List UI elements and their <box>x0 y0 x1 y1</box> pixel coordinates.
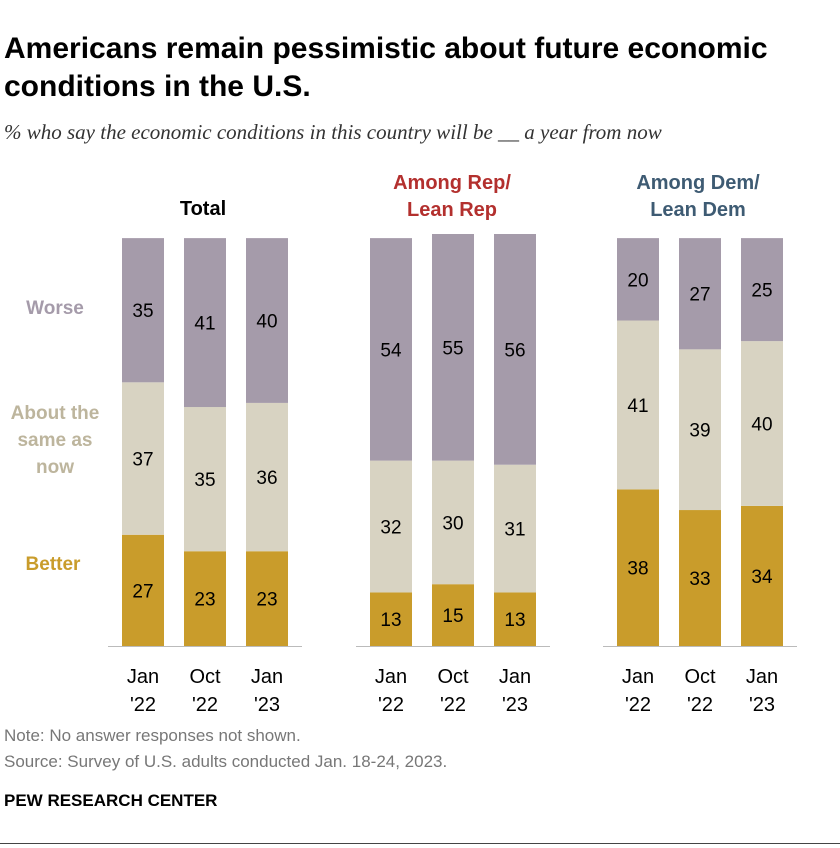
bar-same-g1-c2 <box>494 464 536 593</box>
bar-same-g0-c0 <box>122 382 164 535</box>
data-label-better-g2-c1: 33 <box>689 569 710 590</box>
bar-same-g0-c1 <box>184 407 226 552</box>
bar-worse-g2-c0 <box>617 238 659 321</box>
data-label-better-g2-c2: 34 <box>751 567 773 588</box>
x-tick-label-g1-c2-line1: Jan <box>499 666 531 688</box>
bar-better-g1-c2 <box>494 592 536 646</box>
x-tick-label-g2-c0-line2: '22 <box>625 694 651 716</box>
group-title-rep-line1: Among Rep/ <box>393 172 511 194</box>
x-tick-label-g0-c2-line2: '23 <box>254 694 280 716</box>
x-tick-label-g2-c2-line1: Jan <box>746 666 778 688</box>
series-label-same-line3: now <box>36 457 74 478</box>
data-label-better-g1-c0: 13 <box>380 610 401 631</box>
group-title-dem: Among Dem/ Lean Dem <box>598 170 798 224</box>
x-tick-label-g0-c0-line1: Jan <box>127 666 159 688</box>
pew-logo-text: PEW RESEARCH CENTER <box>4 791 218 810</box>
x-tick-label-g2-c0-line1: Jan <box>622 666 654 688</box>
bar-worse-g1-c1 <box>432 234 474 461</box>
data-label-worse-g2-c2: 25 <box>751 281 772 302</box>
bar-same-g1-c0 <box>370 460 412 593</box>
source-text: Source: Survey of U.S. adults conducted … <box>4 752 448 771</box>
chart-subtitle: % who say the economic conditions in thi… <box>4 120 662 144</box>
x-tick-label-g0-c1-line2: '22 <box>192 694 218 716</box>
x-tick-label-g1-c2-line2: '23 <box>502 694 528 716</box>
bar-same-g2-c1 <box>679 349 721 511</box>
data-label-better-g1-c2: 13 <box>504 610 525 631</box>
data-label-same-g0-c0: 37 <box>132 450 153 471</box>
bar-same-g2-c0 <box>617 320 659 490</box>
x-tick-label-g1-c0-line2: '22 <box>378 694 404 716</box>
bar-better-g2-c2 <box>741 505 783 646</box>
x-tick-label-g1-c1-line1: Oct <box>437 666 469 688</box>
bar-worse-g2-c1 <box>679 238 721 350</box>
data-label-same-g1-c0: 32 <box>380 518 401 539</box>
x-tick-label-g0-c2-line1: Jan <box>251 666 283 688</box>
bottom-rule <box>0 843 840 844</box>
data-label-better-g1-c1: 15 <box>442 606 463 627</box>
data-label-same-g2-c2: 40 <box>751 415 772 436</box>
data-label-better-g2-c0: 38 <box>627 559 648 580</box>
data-label-same-g2-c1: 39 <box>689 421 710 442</box>
series-label-worse: Worse <box>26 298 84 319</box>
bar-worse-g2-c2 <box>741 238 783 342</box>
group-title-total-line1: Total <box>179 198 227 220</box>
data-label-worse-g2-c0: 20 <box>627 270 648 291</box>
bar-same-g2-c2 <box>741 341 783 506</box>
series-label-better: Better <box>25 554 81 575</box>
data-label-same-g1-c2: 31 <box>504 520 525 541</box>
data-label-better-g0-c1: 23 <box>194 590 215 611</box>
bar-worse-g0-c0 <box>122 238 164 383</box>
group-title-dem-line1: Among Dem/ <box>636 172 760 194</box>
data-label-worse-g0-c0: 35 <box>132 301 153 322</box>
bar-better-g0-c2 <box>246 551 288 646</box>
data-label-worse-g1-c1: 55 <box>442 338 463 359</box>
bar-worse-g0-c2 <box>246 238 288 403</box>
series-label-same-line1: About the <box>10 403 100 424</box>
x-tick-label-g1-c1-line2: '22 <box>440 694 466 716</box>
bar-better-g2-c1 <box>679 510 721 646</box>
bar-same-g0-c2 <box>246 402 288 552</box>
data-label-worse-g2-c1: 27 <box>689 285 710 306</box>
data-label-better-g0-c2: 23 <box>256 590 277 611</box>
group-title-rep-line2: Lean Rep <box>406 199 498 221</box>
bar-worse-g1-c0 <box>370 238 412 461</box>
bar-better-g0-c1 <box>184 551 226 646</box>
group-title-total: Total <box>103 196 303 223</box>
note-text: Note: No answer responses not shown. <box>4 726 301 745</box>
x-tick-label-g2-c1-line2: '22 <box>687 694 713 716</box>
bar-better-g1-c0 <box>370 592 412 646</box>
bar-worse-g0-c1 <box>184 238 226 408</box>
data-label-worse-g1-c2: 56 <box>504 340 525 361</box>
data-label-better-g0-c0: 27 <box>132 581 153 602</box>
bar-better-g0-c0 <box>122 534 164 646</box>
x-tick-label-g0-c0-line2: '22 <box>130 694 156 716</box>
bar-same-g1-c1 <box>432 460 474 585</box>
x-tick-label-g2-c1-line1: Oct <box>684 666 716 688</box>
series-label-same-line2: same as <box>17 430 93 451</box>
chart-title: Americans remain pessimistic about futur… <box>4 32 768 103</box>
bar-better-g1-c1 <box>432 584 474 646</box>
data-label-same-g1-c1: 30 <box>442 513 463 534</box>
x-tick-label-g0-c1-line1: Oct <box>189 666 221 688</box>
bar-better-g2-c0 <box>617 489 659 646</box>
x-tick-label-g2-c2-line2: '23 <box>749 694 775 716</box>
data-label-worse-g0-c1: 41 <box>194 314 215 335</box>
group-title-rep: Among Rep/ Lean Rep <box>352 170 552 224</box>
bar-worse-g1-c2 <box>494 234 536 465</box>
data-label-same-g2-c0: 41 <box>627 396 648 417</box>
data-label-same-g0-c2: 36 <box>256 468 277 489</box>
group-title-dem-line2: Lean Dem <box>650 199 746 221</box>
data-label-same-g0-c1: 35 <box>194 470 215 491</box>
x-tick-label-g1-c0-line1: Jan <box>375 666 407 688</box>
data-label-worse-g1-c0: 54 <box>380 340 402 361</box>
series-label-same: About the same as now <box>0 400 110 481</box>
data-label-worse-g0-c2: 40 <box>256 312 277 333</box>
